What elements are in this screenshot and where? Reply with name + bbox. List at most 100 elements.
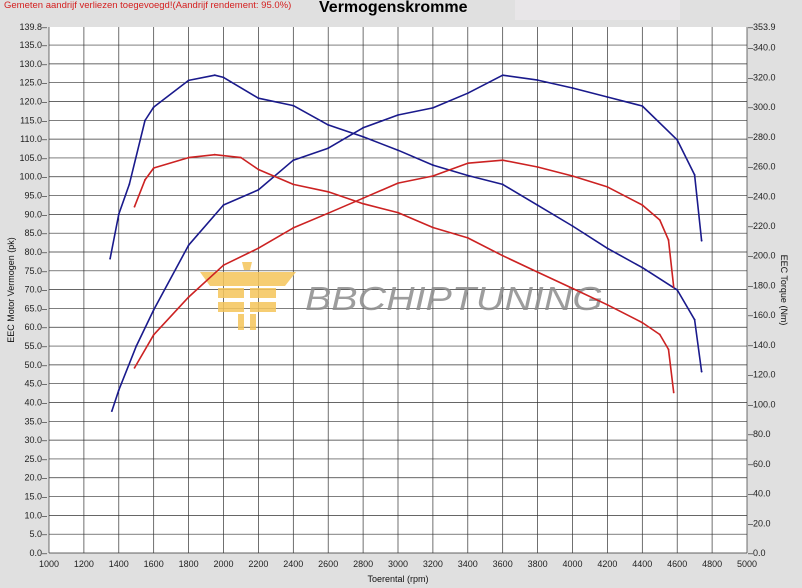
data-point	[327, 212, 330, 215]
data-point	[362, 126, 364, 129]
data-point	[432, 175, 434, 177]
data-point	[672, 391, 675, 394]
x-tick-label: 2000	[213, 559, 233, 569]
data-point	[292, 159, 295, 162]
data-point	[676, 138, 679, 141]
data-point	[501, 254, 504, 257]
data-point	[536, 271, 539, 273]
y-tick-label: 95.0–	[24, 191, 47, 201]
data-point	[571, 175, 574, 177]
watermark-text: BBCHIPTUNING	[305, 280, 603, 317]
y-tick-label: 85.0–	[24, 228, 47, 238]
data-point	[397, 114, 399, 116]
axis-ticks: 1000 1200 1400 1600 1800 2000 2200 2400 2600 2800…	[19, 22, 775, 569]
data-point	[152, 106, 155, 109]
data-point	[693, 173, 696, 176]
data-point	[292, 183, 295, 186]
y-tick-label: 30.0–	[24, 435, 47, 445]
y2-tick-label: –340.0	[748, 43, 776, 53]
data-point	[152, 309, 155, 311]
y-tick-label: 25.0–	[24, 454, 47, 464]
data-point	[133, 205, 136, 208]
data-point	[466, 162, 469, 165]
y-tick-label: 55.0–	[24, 341, 47, 351]
x-tick-label: 1200	[74, 559, 94, 569]
data-point	[135, 345, 138, 347]
data-point	[672, 286, 675, 288]
data-point	[397, 149, 399, 152]
y-tick-label: 125.0–	[19, 78, 47, 88]
data-point	[128, 183, 131, 186]
y2-tick-label: –60.0	[748, 459, 771, 469]
x-tick-label: 3400	[458, 559, 478, 569]
data-point	[222, 204, 225, 206]
data-point	[144, 119, 146, 122]
y2-tick-label: –40.0	[748, 489, 771, 499]
data-point	[109, 257, 111, 260]
data-point	[133, 366, 136, 369]
y-tick-label: 10.0–	[24, 510, 47, 520]
y-tick-label: 40.0–	[24, 397, 47, 407]
y-tick-label: 80.0–	[24, 247, 47, 257]
x-tick-label: 4000	[562, 559, 582, 569]
data-point	[213, 74, 216, 77]
y-tick-label: 135.0–	[19, 40, 47, 50]
data-point	[641, 204, 644, 206]
x-tick-label: 1000	[39, 559, 59, 569]
y-tick-label: 105.0–	[19, 153, 47, 163]
data-point	[641, 266, 644, 269]
x-tick-label: 4600	[667, 559, 687, 569]
y2-tick-label: –280.0	[748, 132, 776, 142]
y2-tick-label: –320.0	[748, 72, 776, 82]
data-point	[466, 237, 469, 239]
x-tick-label: 2600	[318, 559, 338, 569]
data-point	[501, 159, 504, 162]
data-point	[240, 156, 242, 159]
data-point	[292, 227, 295, 229]
y-tick-label: 75.0–	[24, 266, 47, 276]
y2-tick-label: –20.0	[748, 518, 771, 528]
data-point	[117, 213, 120, 216]
y2-tick-label: –220.0	[748, 221, 776, 231]
y-tick-label: 115.0–	[20, 115, 47, 125]
y2-tick-label: –0.0	[748, 548, 766, 558]
data-point	[536, 204, 539, 207]
y-tick-label: 130.0–	[19, 59, 47, 69]
x-tick-label: 2200	[248, 559, 268, 569]
y-tick-label: 110.0–	[20, 134, 47, 144]
y-tick-label: 0.0–	[29, 548, 47, 558]
data-point	[536, 166, 539, 168]
x-tick-label: 1600	[144, 559, 164, 569]
x-tick-label: 3600	[493, 559, 513, 569]
y2-tick-label: –200.0	[748, 251, 776, 261]
x-tick-label: 2400	[283, 559, 303, 569]
data-point	[187, 244, 190, 247]
y-axis-label: EEC Motor Vermogen (pk)	[6, 237, 16, 343]
data-point	[292, 104, 295, 107]
y-tick-label: 70.0–	[24, 285, 47, 295]
title-panel	[515, 0, 680, 20]
x-tick-label: 5000	[737, 559, 757, 569]
data-point	[432, 226, 434, 229]
y2-tick-label: –140.0	[748, 340, 776, 350]
watermark: BBCHIPTUNING	[200, 262, 603, 330]
y2-tick-label: –80.0	[748, 429, 771, 439]
y-tick-label: 50.0–	[24, 360, 47, 370]
data-point	[571, 225, 574, 227]
y2-tick-label: –120.0	[748, 370, 776, 380]
y2-tick-label: –100.0	[748, 399, 776, 409]
y2-tick-label: –353.9	[748, 22, 776, 32]
x-tick-label: 3000	[388, 559, 408, 569]
y2-tick-label: –240.0	[748, 191, 776, 201]
data-point	[257, 247, 260, 250]
x-tick-label: 3200	[423, 559, 443, 569]
data-point	[117, 389, 120, 391]
drivetrain-loss-note: Gemeten aandrijf verliezen toegevoegd!(A…	[4, 0, 292, 11]
data-point	[466, 174, 469, 177]
data-point	[606, 96, 609, 98]
data-point	[606, 247, 609, 250]
data-point	[536, 79, 539, 81]
y-tick-label: 90.0–	[24, 209, 47, 219]
